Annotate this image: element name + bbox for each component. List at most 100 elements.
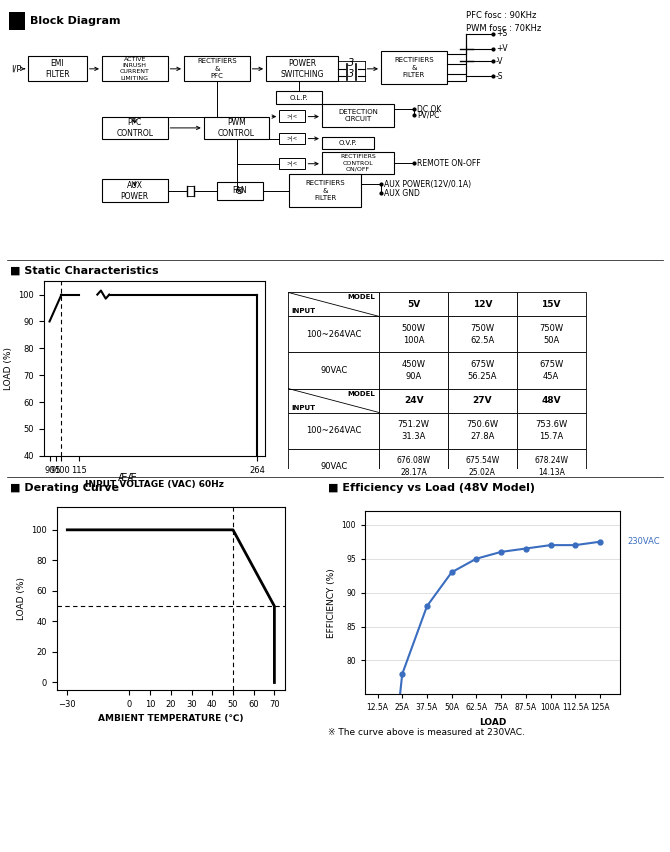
Text: MODEL: MODEL (348, 390, 375, 396)
Y-axis label: EFFICIENCY (%): EFFICIENCY (%) (327, 568, 336, 637)
Bar (288, 353, 379, 389)
Text: Block Diagram: Block Diagram (29, 16, 120, 26)
Text: 90VAC: 90VAC (320, 366, 347, 375)
Bar (517, 316, 586, 353)
Bar (102, 117, 168, 139)
Bar (379, 316, 448, 353)
Text: ÆÆ: ÆÆ (118, 474, 137, 483)
Bar (517, 412, 586, 448)
Text: +S: +S (496, 29, 507, 38)
Text: 676.08W
28.17A: 676.08W 28.17A (397, 456, 431, 477)
Bar (279, 110, 306, 122)
Bar (381, 51, 447, 84)
Text: REMOTE ON-OFF: REMOTE ON-OFF (417, 158, 480, 168)
Text: +V: +V (496, 44, 507, 53)
Bar (322, 104, 394, 127)
Bar (517, 292, 586, 316)
Bar (204, 117, 269, 139)
Text: 24V: 24V (404, 396, 423, 405)
Text: 675W
56.25A: 675W 56.25A (468, 360, 497, 381)
Text: ■ Static Characteristics: ■ Static Characteristics (10, 266, 159, 276)
Y-axis label: LOAD (%): LOAD (%) (17, 577, 26, 620)
Text: EMI
FILTER: EMI FILTER (45, 59, 70, 79)
Text: 675W
45A: 675W 45A (539, 360, 563, 381)
Text: ■ Derating Curve: ■ Derating Curve (10, 483, 119, 493)
X-axis label: AMBIENT TEMPERATURE (℃): AMBIENT TEMPERATURE (℃) (98, 714, 244, 723)
Text: O.L.P.: O.L.P. (289, 95, 308, 101)
Bar (448, 353, 517, 389)
Bar (266, 56, 338, 82)
Text: DC OK: DC OK (417, 105, 442, 113)
Text: 753.6W
15.7A: 753.6W 15.7A (535, 420, 567, 441)
Bar (448, 412, 517, 448)
Bar (279, 158, 306, 170)
Text: 15V: 15V (541, 300, 561, 309)
Bar (448, 316, 517, 353)
Text: 675.54W
25.02A: 675.54W 25.02A (465, 456, 500, 477)
Text: 751.2W
31.3A: 751.2W 31.3A (397, 420, 429, 441)
Bar (288, 292, 379, 316)
Text: RECTIFIERS
CONTROL
ON/OFF: RECTIFIERS CONTROL ON/OFF (340, 154, 376, 172)
Text: >|<: >|< (287, 135, 298, 141)
Bar (288, 412, 379, 448)
Bar (379, 353, 448, 389)
Text: PWM fosc : 70KHz: PWM fosc : 70KHz (466, 24, 541, 32)
Text: 750.6W
27.8A: 750.6W 27.8A (466, 420, 498, 441)
Bar (379, 389, 448, 412)
Text: RECTIFIERS
&
FILTER: RECTIFIERS & FILTER (306, 181, 345, 201)
Text: O.V.P.: O.V.P. (339, 140, 358, 146)
Bar (322, 136, 375, 149)
Bar (517, 353, 586, 389)
Text: AUX GND: AUX GND (384, 189, 420, 198)
Bar (517, 389, 586, 412)
Bar (322, 152, 394, 175)
Text: PFC
CONTROL: PFC CONTROL (116, 118, 153, 138)
Bar (102, 56, 168, 82)
Bar (379, 448, 448, 485)
Bar (217, 182, 263, 199)
Text: 48V: 48V (541, 396, 561, 405)
Text: >|<: >|< (287, 161, 298, 166)
Text: 678.24W
14.13A: 678.24W 14.13A (534, 456, 568, 477)
Bar (276, 91, 322, 104)
Text: -V: -V (496, 57, 503, 66)
Text: 750W
62.5A: 750W 62.5A (470, 324, 494, 345)
Text: ※ The curve above is measured at 230VAC.: ※ The curve above is measured at 230VAC. (328, 728, 525, 738)
Bar (448, 389, 517, 412)
Text: PFC fosc : 90KHz: PFC fosc : 90KHz (466, 11, 537, 20)
Text: MODEL: MODEL (348, 295, 375, 301)
Text: 90VAC: 90VAC (320, 462, 347, 471)
Text: 12V: 12V (472, 300, 492, 309)
X-axis label: INPUT VOLTAGE (VAC) 60Hz: INPUT VOLTAGE (VAC) 60Hz (84, 480, 224, 489)
Text: PV/PC: PV/PC (417, 111, 440, 120)
X-axis label: LOAD: LOAD (479, 718, 506, 727)
Text: DETECTION
CIRCUIT: DETECTION CIRCUIT (338, 108, 378, 122)
Bar (448, 292, 517, 316)
Text: 27V: 27V (472, 396, 492, 405)
Text: 750W
50A: 750W 50A (539, 324, 563, 345)
Bar (288, 316, 379, 353)
Text: RECTIFIERS
&
PFC: RECTIFIERS & PFC (197, 58, 237, 79)
Text: 100~264VAC: 100~264VAC (306, 330, 361, 339)
Text: -S: -S (496, 72, 503, 81)
Bar (517, 448, 586, 485)
Text: INPUT: INPUT (292, 308, 316, 314)
Bar (379, 292, 448, 316)
Text: 5V: 5V (407, 300, 420, 309)
Text: POWER
SWITCHING: POWER SWITCHING (281, 59, 324, 79)
Bar (9, 12, 25, 30)
Text: 3: 3 (348, 69, 354, 79)
Bar (27, 56, 87, 82)
Text: PWM
CONTROL: PWM CONTROL (218, 118, 255, 138)
Text: 230VAC: 230VAC (627, 538, 660, 546)
Text: >|<: >|< (287, 113, 298, 118)
Bar (448, 448, 517, 485)
Text: 100~264VAC: 100~264VAC (306, 426, 361, 435)
Text: 450W
90A: 450W 90A (401, 360, 425, 381)
Text: I/P: I/P (11, 65, 22, 73)
Text: RECTIFIERS
&
FILTER: RECTIFIERS & FILTER (394, 57, 433, 78)
Text: ⊗: ⊗ (235, 186, 245, 196)
Bar (379, 412, 448, 448)
Text: FAN: FAN (232, 187, 247, 195)
Y-axis label: LOAD (%): LOAD (%) (3, 347, 13, 390)
